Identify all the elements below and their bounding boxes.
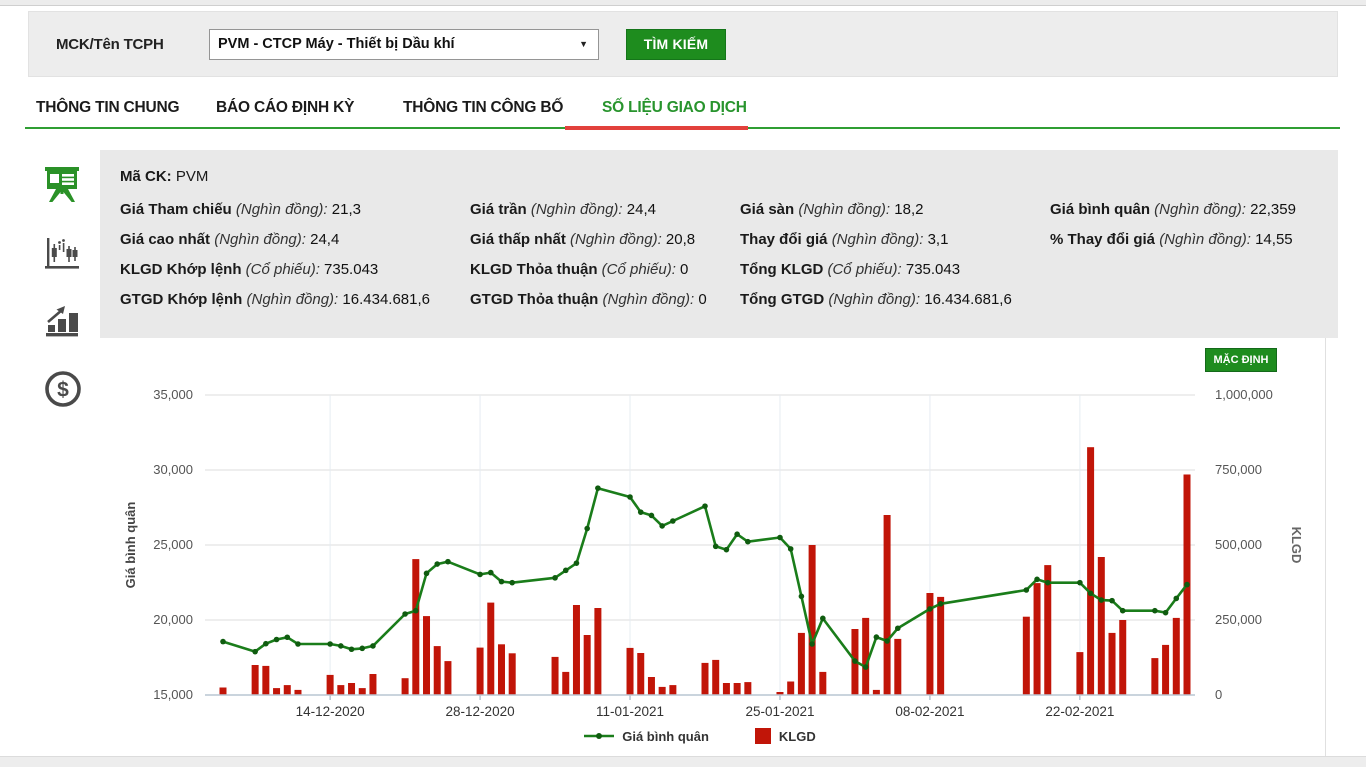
info-field: GTGD Khớp lệnh (Nghìn đồng): 16.434.681,… xyxy=(120,290,430,308)
info-field: Giá thấp nhất (Nghìn đồng): 20,8 xyxy=(470,230,696,248)
legend-item-price: Giá bình quân xyxy=(584,729,709,744)
tab-thong-tin-cong-bo[interactable]: THÔNG TIN CÔNG BỐ xyxy=(403,99,564,116)
info-field: GTGD Thỏa thuận (Nghìn đồng): 0 xyxy=(470,290,707,308)
svg-text:$: $ xyxy=(57,379,69,402)
search-panel: MCK/Tên TCPH PVM - CTCP Máy - Thiết bị D… xyxy=(28,11,1338,77)
svg-text:35,000: 35,000 xyxy=(153,387,193,402)
dollar-coin-icon[interactable]: $ xyxy=(44,370,81,408)
svg-text:500,000: 500,000 xyxy=(1215,537,1262,552)
ticker-select[interactable]: PVM - CTCP Máy - Thiết bị Dầu khí ▼ xyxy=(209,29,599,60)
svg-text:15,000: 15,000 xyxy=(153,687,193,702)
chart-legend: Giá bình quân KLGD xyxy=(205,728,1195,744)
svg-text:28-12-2020: 28-12-2020 xyxy=(446,704,515,719)
info-field: Giá Tham chiếu (Nghìn đồng): 21,3 xyxy=(120,200,361,218)
svg-text:11-01-2021: 11-01-2021 xyxy=(596,704,664,719)
active-tab-underline xyxy=(565,126,748,130)
presentation-board-icon[interactable] xyxy=(44,166,80,204)
svg-text:750,000: 750,000 xyxy=(1215,462,1262,477)
tab-thong-tin-chung[interactable]: THÔNG TIN CHUNG xyxy=(36,99,180,116)
info-grid: Giá Tham chiếu (Nghìn đồng): 21,3 Giá trầ… xyxy=(120,194,1338,314)
tab-bar: THÔNG TIN CHUNG BÁO CÁO ĐỊNH KỲ THÔNG TI… xyxy=(0,99,1366,130)
svg-text:25-01-2021: 25-01-2021 xyxy=(745,704,814,719)
info-field: % Thay đổi giá (Nghìn đồng): 14,55 xyxy=(1050,230,1293,248)
ticker-code-label: Mã CK: xyxy=(120,168,172,185)
default-range-button[interactable]: MẶC ĐỊNH xyxy=(1205,348,1277,372)
info-field: Tổng KLGD (Cổ phiếu): 735.043 xyxy=(740,260,961,278)
svg-text:0: 0 xyxy=(1215,687,1222,702)
svg-text:14-12-2020: 14-12-2020 xyxy=(296,704,365,719)
svg-text:1,000,000: 1,000,000 xyxy=(1215,387,1273,402)
price-volume-chart: 35,000 1,000,000 30,000 750,000 25,000 500,00… xyxy=(123,387,1304,719)
tab-bao-cao-dinh-ky[interactable]: BÁO CÁO ĐỊNH KỲ xyxy=(216,99,355,116)
info-field: Tổng GTGD (Nghìn đồng): 16.434.681,6 xyxy=(740,290,1012,308)
legend-label-price: Giá bình quân xyxy=(622,728,709,744)
ticker-code-row: Mã CK: PVM xyxy=(120,164,1338,194)
search-field-label: MCK/Tên TCPH xyxy=(56,36,164,53)
top-strip xyxy=(0,0,1366,6)
info-field: KLGD Khớp lệnh (Cổ phiếu): 735.043 xyxy=(120,260,379,278)
ticker-select-value: PVM - CTCP Máy - Thiết bị Dầu khí xyxy=(218,36,455,52)
bar-chart-icon[interactable] xyxy=(44,303,80,341)
info-field: Thay đổi giá (Nghìn đồng): 3,1 xyxy=(740,230,949,248)
chevron-down-icon: ▼ xyxy=(579,39,588,49)
trading-info-panel: Mã CK: PVM Giá Tham chiếu (Nghìn đồng): … xyxy=(100,150,1338,338)
svg-text:22-02-2021: 22-02-2021 xyxy=(1045,704,1114,719)
svg-text:KLGD: KLGD xyxy=(1289,527,1304,564)
bottom-strip xyxy=(0,756,1366,767)
info-field: Giá cao nhất (Nghìn đồng): 24,4 xyxy=(120,230,340,248)
ticker-code-value: PVM xyxy=(175,168,209,185)
chart-panel: MẶC ĐỊNH 35,000 1,000,000 30,000 750,000 25,… xyxy=(100,338,1326,756)
candlestick-chart-icon[interactable] xyxy=(44,236,80,274)
info-field: Giá bình quân (Nghìn đồng): 22,359 xyxy=(1050,200,1296,218)
line-marker-icon xyxy=(584,733,615,739)
info-field: KLGD Thỏa thuận (Cổ phiếu): 0 xyxy=(470,260,689,278)
bar-marker-icon xyxy=(754,728,771,744)
search-button[interactable]: TÌM KIẾM xyxy=(626,29,726,60)
svg-text:08-02-2021: 08-02-2021 xyxy=(895,704,964,719)
svg-text:25,000: 25,000 xyxy=(153,537,193,552)
info-field: Giá sàn (Nghìn đồng): 18,2 xyxy=(740,200,924,218)
svg-text:250,000: 250,000 xyxy=(1215,612,1262,627)
info-field: Giá trần (Nghìn đồng): 24,4 xyxy=(470,200,656,218)
tab-so-lieu-giao-dich[interactable]: SỐ LIỆU GIAO DỊCH xyxy=(602,99,747,116)
svg-text:Giá bình quân: Giá bình quân xyxy=(123,502,138,589)
svg-text:20,000: 20,000 xyxy=(153,612,193,627)
legend-label-volume: KLGD xyxy=(778,728,816,744)
svg-text:30,000: 30,000 xyxy=(153,462,193,477)
legend-item-volume: KLGD xyxy=(754,728,816,744)
